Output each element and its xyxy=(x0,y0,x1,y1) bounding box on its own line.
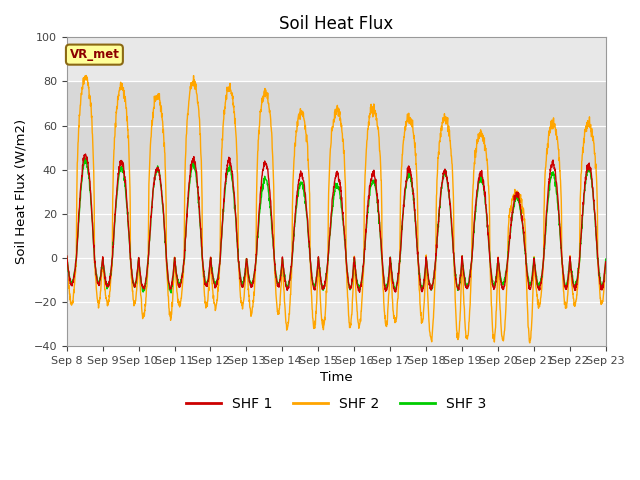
Text: VR_met: VR_met xyxy=(70,48,119,61)
Title: Soil Heat Flux: Soil Heat Flux xyxy=(279,15,394,33)
Y-axis label: Soil Heat Flux (W/m2): Soil Heat Flux (W/m2) xyxy=(15,119,28,264)
Legend: SHF 1, SHF 2, SHF 3: SHF 1, SHF 2, SHF 3 xyxy=(180,391,492,416)
X-axis label: Time: Time xyxy=(320,371,353,384)
Bar xyxy=(67,82,605,169)
